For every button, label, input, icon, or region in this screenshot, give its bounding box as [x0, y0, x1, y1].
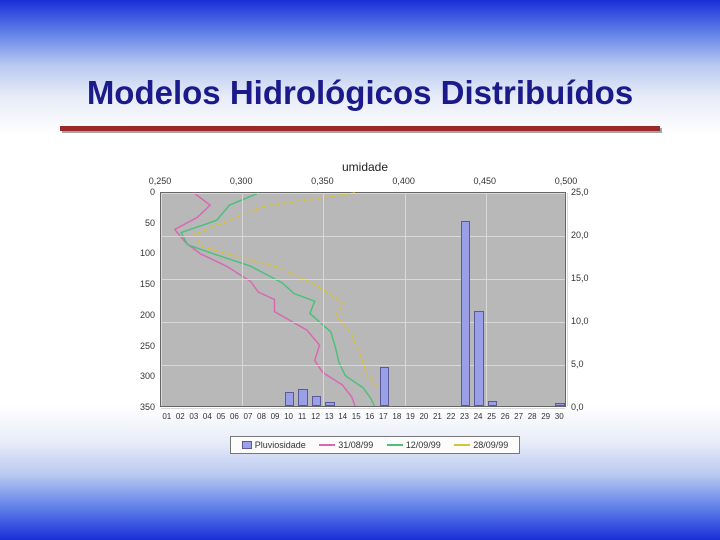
y1-axis-tick: 100 [140, 248, 155, 258]
y1-axis-tick: 50 [145, 218, 155, 228]
x-axis-tick: 16 [365, 412, 374, 421]
x-axis-tick: 10 [284, 412, 293, 421]
y2-axis-tick: 10,0 [571, 316, 589, 326]
x-axis-tick: 03 [189, 412, 198, 421]
y2-axis-tick: 0,0 [571, 402, 584, 412]
chart-title: umidade [130, 160, 600, 174]
x-axis-tick: 13 [325, 412, 334, 421]
x-axis-tick: 09 [271, 412, 280, 421]
x-axis-tick: 22 [447, 412, 456, 421]
x-axis-tick: 08 [257, 412, 266, 421]
line-series-path [194, 193, 392, 406]
legend-item: 12/09/99 [387, 440, 441, 450]
x-axis-tick: 06 [230, 412, 239, 421]
x-axis-tick: 21 [433, 412, 442, 421]
legend-item: 28/09/99 [454, 440, 508, 450]
x-axis-tick: 17 [379, 412, 388, 421]
y1-axis-tick: 0 [150, 187, 155, 197]
x-axis-tick: 02 [176, 412, 185, 421]
x-axis-tick: 01 [162, 412, 171, 421]
y1-axis-tick: 200 [140, 310, 155, 320]
chart: umidade 0,250 0,300 0,350 0,400 0,450 0,500 0… [130, 160, 600, 460]
bar [461, 221, 470, 406]
x-axis-tick: 27 [514, 412, 523, 421]
bar [298, 389, 307, 406]
y1-axis-depth: 050100150200250300350 [130, 192, 158, 407]
top-axis-tick: 0,250 [149, 176, 172, 186]
x-axis-tick: 04 [203, 412, 212, 421]
legend-item: 31/08/99 [319, 440, 373, 450]
x-axis-tick: 23 [460, 412, 469, 421]
x-axis-tick: 05 [216, 412, 225, 421]
y1-axis-tick: 350 [140, 402, 155, 412]
bar [380, 367, 389, 406]
y2-axis-tick: 5,0 [571, 359, 584, 369]
top-axis-tick: 0,500 [555, 176, 578, 186]
x-axis-tick: 11 [298, 412, 306, 421]
x-axis-tick: 30 [555, 412, 564, 421]
legend-swatch-bar [242, 441, 252, 449]
legend-label: 12/09/99 [406, 440, 441, 450]
x-axis-tick: 25 [487, 412, 496, 421]
x-axis-tick: 26 [501, 412, 510, 421]
y1-axis-tick: 250 [140, 341, 155, 351]
legend-swatch-line [319, 444, 335, 446]
top-axis-tick: 0,300 [230, 176, 253, 186]
title-rule [60, 126, 660, 131]
x-axis-tick: 24 [474, 412, 483, 421]
y1-axis-tick: 300 [140, 371, 155, 381]
top-axis: 0,2500,3000,3500,4000,4500,500 [160, 176, 566, 190]
x-axis-tick: 18 [392, 412, 401, 421]
x-axis-tick: 14 [338, 412, 347, 421]
page-title: Modelos Hidrológicos Distribuídos [0, 74, 720, 112]
legend-label: 28/09/99 [473, 440, 508, 450]
y2-axis-rain: 0,05,010,015,020,025,0 [568, 192, 598, 407]
top-axis-tick: 0,350 [311, 176, 334, 186]
legend-swatch-line [387, 444, 403, 446]
bar [285, 392, 294, 406]
x-axis-days: 01 02 03 04 05 06 07 08 09 10 11 12 13 14 15 16 17 18 19 20… [160, 410, 566, 424]
plot-area [160, 192, 566, 407]
bar [474, 311, 483, 406]
y2-axis-tick: 25,0 [571, 187, 589, 197]
bar [312, 396, 321, 406]
legend-swatch-line [454, 444, 470, 446]
x-axis-tick: 20 [419, 412, 428, 421]
x-axis-tick: 29 [541, 412, 550, 421]
x-axis-tick: 19 [406, 412, 415, 421]
x-axis-tick: 28 [528, 412, 537, 421]
legend: Pluviosidade 31/08/99 12/09/99 28/09/99 [230, 436, 520, 454]
y2-axis-tick: 20,0 [571, 230, 589, 240]
line-series [161, 193, 565, 406]
bar [555, 403, 564, 406]
bar [488, 401, 497, 406]
y2-axis-tick: 15,0 [571, 273, 589, 283]
y1-axis-tick: 150 [140, 279, 155, 289]
line-series-path [181, 193, 374, 406]
x-axis-tick: 07 [244, 412, 253, 421]
legend-label: Pluviosidade [255, 440, 306, 450]
legend-label: 31/08/99 [338, 440, 373, 450]
top-axis-tick: 0,450 [474, 176, 497, 186]
x-axis-tick: 15 [352, 412, 361, 421]
bar [325, 402, 334, 406]
legend-item: Pluviosidade [242, 440, 306, 450]
top-axis-tick: 0,400 [392, 176, 415, 186]
x-axis-tick: 12 [311, 412, 320, 421]
